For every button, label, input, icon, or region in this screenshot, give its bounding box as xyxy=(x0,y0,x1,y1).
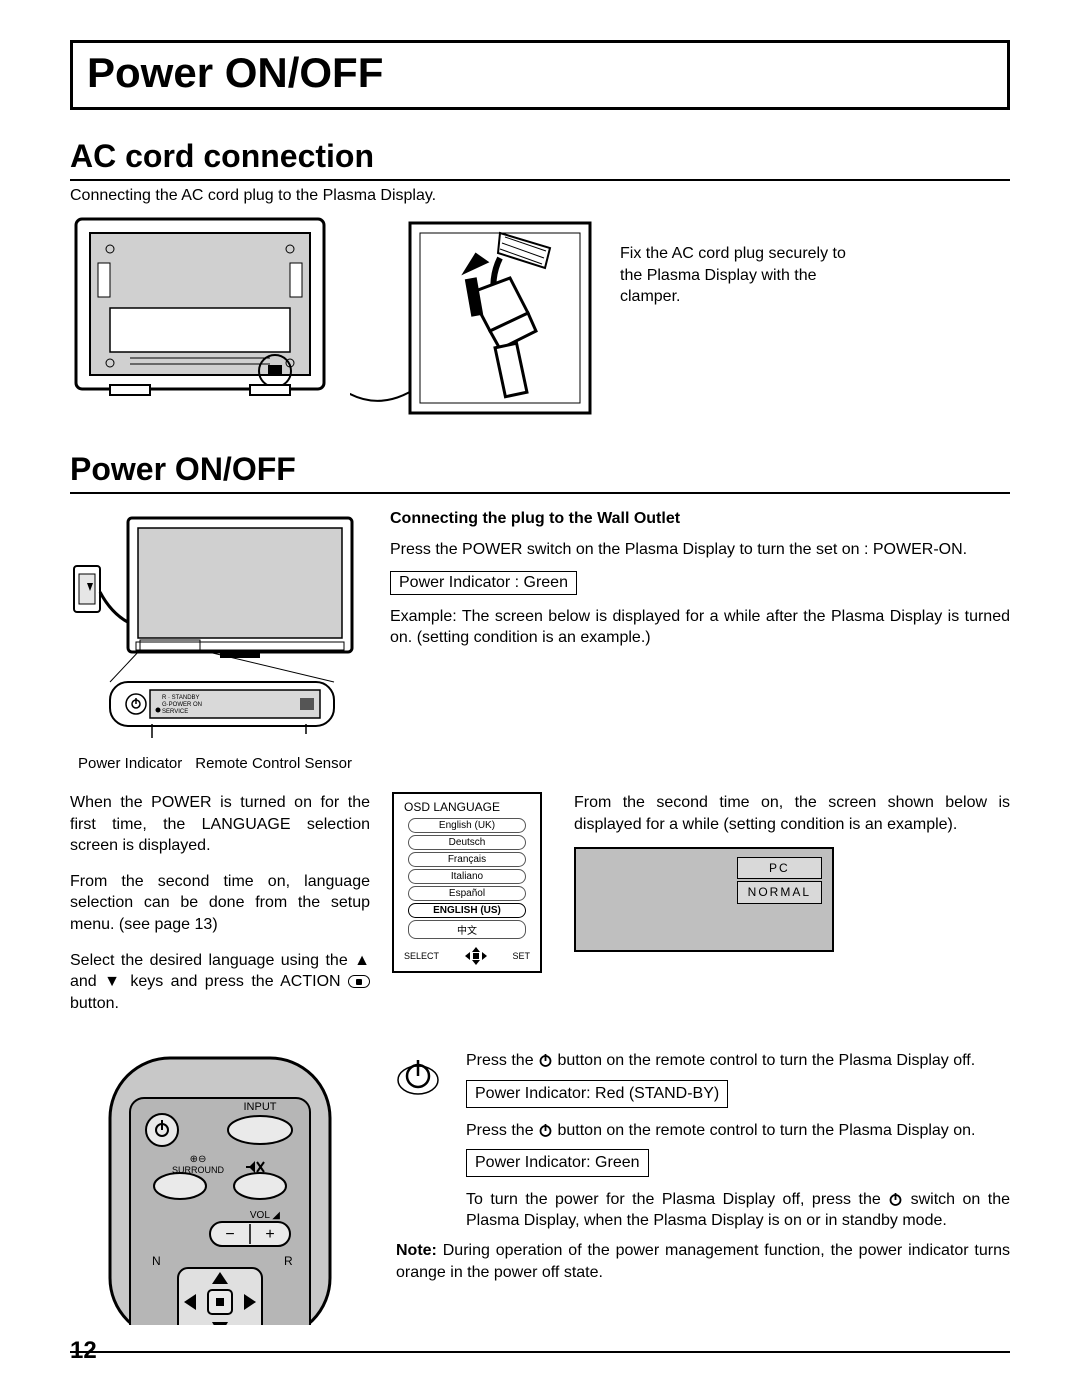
osd-item: ENGLISH (US) xyxy=(408,903,526,918)
svg-text:−: − xyxy=(225,1226,234,1243)
osd-item: English (UK) xyxy=(408,818,526,833)
up-triangle-icon: ▲ xyxy=(354,952,370,969)
page-number: 12 xyxy=(70,1337,97,1365)
svg-text:VOL ◢: VOL ◢ xyxy=(250,1210,280,1221)
osd-title: OSD LANGUAGE xyxy=(398,800,536,814)
page-title: Power ON/OFF xyxy=(87,49,993,97)
wall-outlet-subhead: Connecting the plug to the Wall Outlet xyxy=(390,510,1010,528)
second-time-p1: From the second time on, the screen show… xyxy=(574,792,1010,835)
clamper-figure xyxy=(350,213,600,433)
svg-text:R · STANDBY: R · STANDBY xyxy=(162,695,200,701)
power-row: R · STANDBY G·POWER ON SERVICE Power Ind… xyxy=(70,510,1010,772)
osd-dpad-icon xyxy=(459,945,493,967)
osd-item: Deutsch xyxy=(408,835,526,850)
power-icon-bump xyxy=(388,1050,448,1101)
svg-text:G·POWER ON: G·POWER ON xyxy=(162,702,202,708)
note-line: Note: During operation of the power mana… xyxy=(396,1240,1010,1283)
remote-p1: Press the button on the remote control t… xyxy=(466,1050,1010,1072)
indicator-green2-box: Power Indicator: Green xyxy=(466,1149,649,1177)
power-on-p1: Press the POWER switch on the Plasma Dis… xyxy=(390,540,1010,561)
svg-text:INPUT: INPUT xyxy=(244,1101,277,1113)
remote-text-column: Press the button on the remote control t… xyxy=(466,1050,1010,1291)
down-triangle-icon: ▼ xyxy=(104,973,123,990)
power-icon xyxy=(538,1052,553,1067)
plasma-back-figure xyxy=(70,213,330,403)
svg-text:N: N xyxy=(152,1254,161,1268)
remote-row: INPUT ⊕⊖ SURROUND VOL ◢ − + N R xyxy=(70,1050,1010,1335)
section-power-heading: Power ON/OFF xyxy=(70,451,1010,494)
lang-p1: When the POWER is turned on for the firs… xyxy=(70,792,370,857)
note-text: During operation of the power management… xyxy=(396,1242,1010,1281)
example-paragraph: Example: The screen below is displayed f… xyxy=(390,607,1010,649)
remote-p3: To turn the power for the Plasma Display… xyxy=(466,1189,1010,1232)
callout-power-indicator: Power Indicator xyxy=(78,755,182,772)
osd-select-label: SELECT xyxy=(404,951,439,961)
clamper-caption: Fix the AC cord plug securely to the Pla… xyxy=(620,243,860,308)
page-title-box: Power ON/OFF xyxy=(70,40,1010,110)
osd-language-menu: OSD LANGUAGE English (UK) Deutsch Français… xyxy=(392,792,542,973)
svg-text:SERVICE: SERVICE xyxy=(162,709,188,715)
power-icon xyxy=(538,1122,553,1137)
osd-figure: OSD LANGUAGE English (UK) Deutsch Français… xyxy=(392,792,552,1028)
power-icon xyxy=(888,1191,903,1206)
osd-set-label: SET xyxy=(512,951,530,961)
remote-figure: INPUT ⊕⊖ SURROUND VOL ◢ − + N R xyxy=(70,1050,370,1335)
tv-callouts: Power Indicator Remote Control Sensor xyxy=(70,755,360,772)
svg-text:R: R xyxy=(284,1254,293,1268)
callout-remote-sensor: Remote Control Sensor xyxy=(195,755,352,772)
section-ac-heading: AC cord connection xyxy=(70,138,1010,181)
note-label: Note: xyxy=(396,1242,437,1259)
remote-p2: Press the button on the remote control t… xyxy=(466,1120,1010,1142)
language-instructions: When the POWER is turned on for the firs… xyxy=(70,792,370,1028)
osd-item: Italiano xyxy=(408,869,526,884)
power-text-column: Connecting the plug to the Wall Outlet P… xyxy=(390,510,1010,772)
ac-figure-row: Fix the AC cord plug securely to the Pla… xyxy=(70,213,1010,433)
svg-text:+: + xyxy=(265,1226,274,1243)
tv-wall-figure: R · STANDBY G·POWER ON SERVICE Power Ind… xyxy=(70,510,360,772)
ac-intro: Connecting the AC cord plug to the Plasm… xyxy=(70,187,1010,205)
power-icon-large xyxy=(395,1050,441,1096)
indicator-green-box: Power Indicator : Green xyxy=(390,571,577,595)
indicator-red-box: Power Indicator: Red (STAND-BY) xyxy=(466,1080,728,1108)
badge-pc: PC xyxy=(737,857,822,879)
mid-grid: When the POWER is turned on for the firs… xyxy=(70,792,1010,1028)
osd-item: Español xyxy=(408,886,526,901)
bottom-rule xyxy=(70,1351,1010,1353)
mini-screen-figure: PC NORMAL xyxy=(574,847,834,952)
lang-p3: Select the desired language using the ▲ … xyxy=(70,950,370,1015)
lang-p2: From the second time on, language select… xyxy=(70,871,370,936)
mini-screen-badge: PC NORMAL xyxy=(737,857,822,905)
second-time-column: From the second time on, the screen show… xyxy=(574,792,1010,1028)
osd-item: 中文 xyxy=(408,920,526,939)
action-button-icon xyxy=(348,975,370,988)
svg-text:⊕⊖: ⊕⊖ xyxy=(190,1154,207,1165)
osd-item: Français xyxy=(408,852,526,867)
badge-normal: NORMAL xyxy=(737,881,822,903)
osd-nav-row: SELECT SET xyxy=(398,941,536,967)
